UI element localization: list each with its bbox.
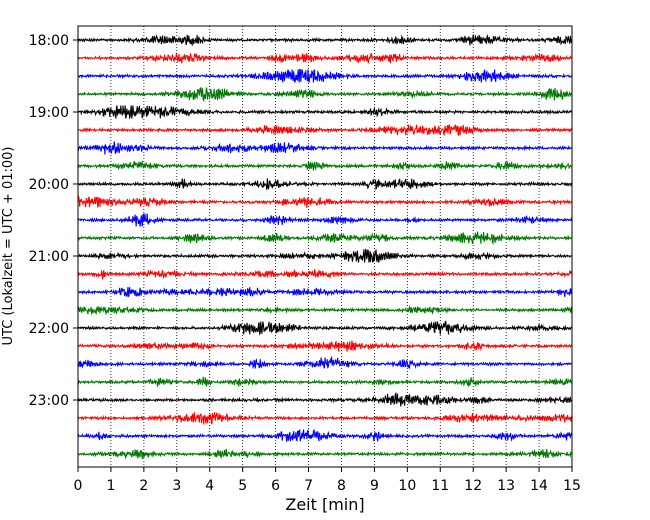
y-tick-label: 21:00 [29,249,69,265]
x-axis: 0 1 2 3 4 5 6 7 8 9 10 11 12 13 14 15 [74,467,581,494]
seismogram-trace [77,304,573,316]
x-tick-label: 6 [271,478,280,494]
x-tick-label: 4 [205,478,214,494]
x-tick-label: 9 [370,478,379,494]
seismogram-trace [77,105,573,120]
seismogram-trace [77,178,573,191]
seismogram-trace [77,268,573,280]
seismogram-trace [77,340,573,352]
x-tick-label: 15 [563,478,581,494]
x-tick-label: 13 [497,478,515,494]
x-tick-label: 12 [464,478,482,494]
plot-frame [77,25,573,468]
y-tick-label: 18:00 [29,33,69,49]
seismogram-trace [77,52,573,65]
seismogram-trace [77,213,573,227]
plot-area [78,26,572,467]
x-tick-label: 2 [139,478,148,494]
y-tick-label: 20:00 [29,177,69,193]
y-axis: 18:00 19:00 20:00 21:00 22:00 23:00 [29,33,78,409]
seismogram-trace [77,124,573,136]
seismogram-trace [77,320,573,336]
seismogram-trace [77,412,573,425]
seismogram-trace [77,248,573,263]
seismogram-trace [77,68,573,83]
x-axis-label: Zeit [min] [285,495,364,514]
x-tick-label: 5 [238,478,247,494]
seismogram-trace [77,391,573,407]
seismogram-trace [77,231,573,246]
y-axis-label: UTC (Lokalzeit = UTC + 01:00) [1,147,16,346]
seismogram-trace [77,286,573,297]
seismogram-trace [77,428,573,443]
seismogram-trace [77,355,573,370]
seismogram-trace [77,195,573,208]
y-tick-label: 23:00 [29,393,69,409]
y-tick-label: 22:00 [29,321,69,337]
x-tick-label: 1 [106,478,115,494]
x-tick-label: 10 [398,478,416,494]
x-tick-label: 7 [304,478,313,494]
trace-group [77,33,573,460]
y-tick-label: 19:00 [29,105,69,121]
seismogram-trace [77,141,573,155]
seismogram-trace [77,86,573,103]
x-tick-label: 11 [431,478,449,494]
x-tick-label: 8 [337,478,346,494]
seismogram-trace [77,159,573,171]
x-tick-label: 0 [74,478,83,494]
seismogram-trace [77,448,573,460]
x-tick-label: 14 [530,478,548,494]
x-tick-label: 3 [172,478,181,494]
seismogram-trace [77,33,573,47]
seismogram-trace [77,376,573,388]
